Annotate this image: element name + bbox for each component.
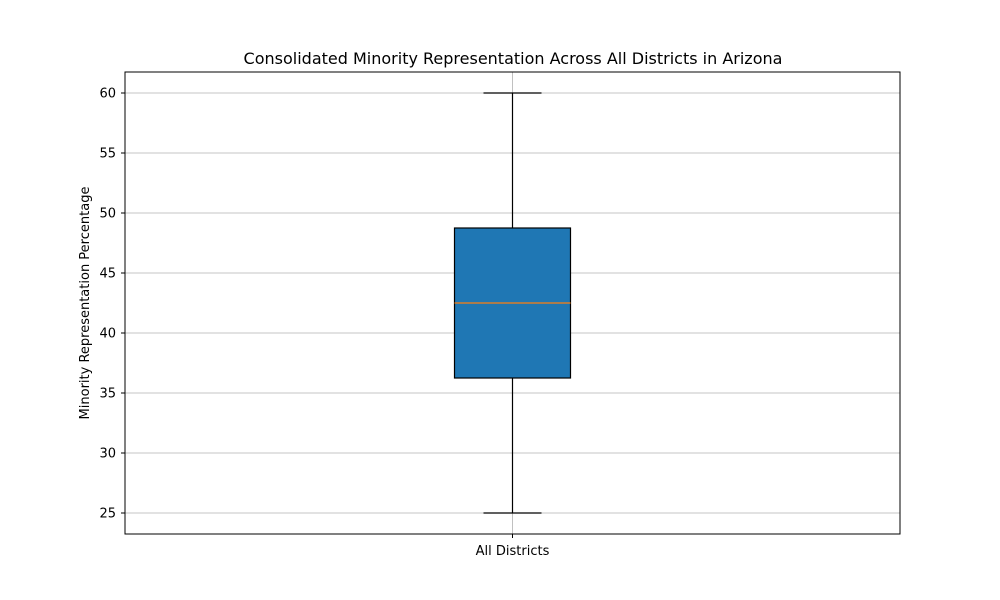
y-tick-label: 45 <box>99 267 116 282</box>
y-axis-label: Minority Representation Percentage <box>78 187 93 420</box>
y-axis-ticks: 25 30 35 40 45 50 55 60 <box>99 87 125 522</box>
x-axis-ticks: All Districts <box>476 534 550 559</box>
box-plot <box>453 92 572 514</box>
y-tick-label: 55 <box>99 147 116 162</box>
y-tick-label: 25 <box>99 507 116 522</box>
y-tick-label: 35 <box>99 387 116 402</box>
x-tick-label: All Districts <box>476 544 550 559</box>
y-tick-label: 50 <box>99 207 116 222</box>
chart-title: Consolidated Minority Representation Acr… <box>244 49 783 68</box>
y-tick-label: 40 <box>99 327 116 342</box>
y-tick-label: 30 <box>99 447 116 462</box>
y-tick-label: 60 <box>99 87 116 102</box>
